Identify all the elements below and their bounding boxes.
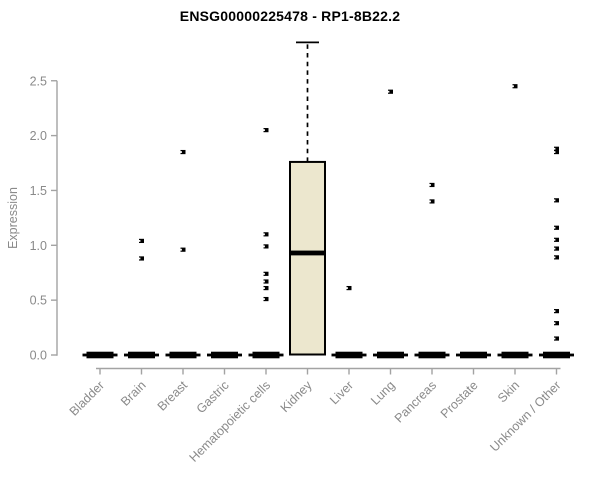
outlier-point-notch — [553, 310, 556, 313]
outlier-point — [263, 285, 269, 291]
zero-median-bar — [543, 351, 570, 359]
zero-median-bar — [252, 351, 280, 359]
x-tick-label: Skin — [495, 378, 522, 405]
y-axis-title: Expression — [6, 187, 20, 249]
outlier-point — [512, 84, 518, 89]
outlier-point-notch — [553, 226, 556, 229]
x-tick-label: Prostate — [438, 378, 481, 421]
outlier-point-notch — [429, 184, 431, 186]
outlier-point — [554, 321, 559, 326]
outlier-point — [554, 255, 559, 260]
outlier-point — [554, 237, 559, 242]
x-tick-label: Breast — [155, 378, 191, 414]
x-tick-label: Pancreas — [392, 378, 439, 425]
outlier-point — [429, 182, 435, 188]
outlier-point — [554, 246, 559, 251]
outlier-point — [263, 128, 269, 133]
x-tick-label: Brain — [118, 378, 149, 409]
outlier-point-notch — [429, 200, 431, 203]
outlier-point — [554, 146, 559, 151]
outlier-point-notch — [553, 199, 556, 202]
outlier-point-notch — [553, 322, 556, 325]
zero-median-bar — [211, 351, 238, 359]
x-tick-label: Bladder — [67, 378, 107, 418]
x-tick-label: Hematopoietic cells — [187, 378, 274, 465]
outlier-point — [554, 149, 559, 155]
outlier-point — [263, 244, 269, 249]
chart-title: ENSG00000225478 - RP1-8B22.2 — [179, 8, 401, 24]
y-tick-label: 2.0 — [30, 129, 47, 143]
outlier-point — [263, 296, 269, 302]
zero-median-bar — [335, 351, 363, 359]
outlier-point-notch — [553, 151, 556, 153]
outlier-point — [180, 149, 186, 155]
y-tick-label: 0.5 — [30, 294, 47, 308]
outlier-point — [346, 285, 352, 291]
zero-median-bar — [169, 351, 197, 359]
outlier-point — [263, 279, 269, 284]
outlier-point-notch — [263, 298, 265, 300]
zero-median-bar — [377, 351, 404, 359]
zero-median-bar — [418, 351, 446, 359]
outlier-point — [139, 256, 144, 261]
outlier-point-notch — [138, 240, 141, 242]
y-tick-label: 1.0 — [30, 239, 47, 253]
outlier-point-notch — [346, 287, 348, 289]
outlier-point-notch — [553, 238, 556, 241]
outlier-point-notch — [263, 280, 265, 283]
outlier-point-notch — [180, 151, 182, 153]
outlier-point-notch — [553, 337, 556, 340]
y-tick-label: 0.0 — [30, 349, 47, 363]
x-tick-label: Liver — [327, 378, 356, 407]
outlier-point — [554, 309, 559, 314]
zero-median-bar — [460, 351, 487, 359]
y-tick-label: 1.5 — [30, 184, 47, 198]
x-tick-label: Unknown / Other — [487, 378, 563, 454]
outlier-point-notch — [553, 147, 556, 150]
outlier-point-notch — [553, 247, 556, 250]
outlier-point-notch — [512, 85, 514, 88]
zero-median-bar — [86, 351, 114, 359]
outlier-point — [139, 238, 144, 244]
x-tick-label: Gastric — [194, 378, 232, 416]
outlier-point — [180, 247, 186, 252]
outlier-point-notch — [138, 257, 141, 260]
outlier-point-notch — [263, 233, 265, 236]
outlier-point — [263, 232, 269, 237]
zero-median-bar — [128, 351, 155, 359]
outlier-point — [554, 336, 559, 341]
zero-median-bar — [501, 351, 529, 359]
outlier-point — [554, 225, 559, 230]
outlier-point-notch — [263, 245, 265, 248]
x-tick-label: Kidney — [278, 378, 315, 415]
y-tick-label: 2.5 — [30, 74, 47, 88]
box — [289, 160, 326, 356]
outlier-point — [263, 271, 269, 276]
outlier-point — [429, 199, 435, 204]
outlier-point-notch — [553, 256, 556, 259]
outlier-point-notch — [180, 248, 182, 251]
outlier-point-notch — [387, 90, 390, 93]
outlier-point — [554, 198, 559, 203]
outlier-point-notch — [263, 287, 265, 289]
median-line — [290, 250, 325, 256]
outlier-point-notch — [263, 272, 265, 275]
outlier-point-notch — [263, 129, 265, 132]
x-tick-label: Lung — [368, 378, 398, 408]
outlier-point — [388, 89, 393, 94]
